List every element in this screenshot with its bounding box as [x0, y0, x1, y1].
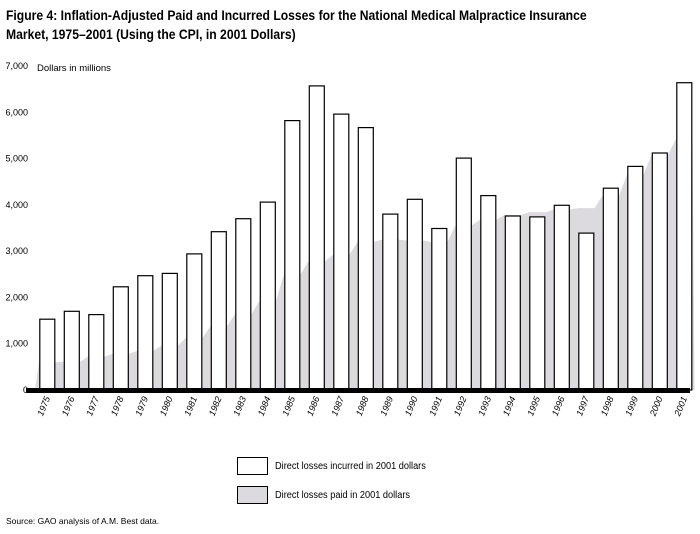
bar-incurred-1984: [259, 201, 276, 391]
x-tick-label-1996: 1996: [550, 395, 567, 417]
y-tick-label: 0: [23, 385, 28, 395]
y-tick-label: 7,000: [5, 61, 28, 71]
legend-item-incurred: Direct losses incurred in 2001 dollars: [237, 455, 439, 477]
x-tick-label-1999: 1999: [623, 395, 640, 417]
bar-incurred-1978: [112, 286, 129, 391]
bar-incurred-1990: [406, 198, 423, 391]
bar-incurred-1975: [39, 318, 56, 391]
x-tick-label-1995: 1995: [525, 394, 542, 417]
x-tick-label-1979: 1979: [133, 395, 150, 417]
x-tick-label-1983: 1983: [231, 395, 248, 417]
y-tick-label: 5,000: [5, 154, 28, 164]
x-tick-label-1997: 1997: [574, 394, 591, 417]
x-tick-label-1993: 1993: [476, 395, 493, 417]
x-tick-label-1986: 1986: [305, 395, 322, 417]
legend-label-paid: Direct losses paid in 2001 dollars: [275, 489, 411, 501]
y-tick-label: 1,000: [5, 339, 28, 349]
x-axis-baseline: [26, 388, 690, 393]
bar-incurred-2000: [651, 152, 668, 391]
bar-incurred-1988: [357, 126, 374, 391]
x-tick-label-1994: 1994: [501, 395, 518, 417]
x-tick-label-1989: 1989: [378, 395, 395, 417]
legend-label-incurred: Direct losses incurred in 2001 dollars: [275, 460, 426, 472]
x-tick-label-1981: 1981: [182, 395, 199, 417]
bar-incurred-1995: [529, 216, 546, 391]
y-axis-label: Dollars in millions: [37, 63, 111, 74]
source-note: Source: GAO analysis of A.M. Best data.: [6, 516, 160, 526]
bar-incurred-1986: [308, 85, 325, 391]
x-tick-label-1977: 1977: [84, 394, 101, 417]
x-tick-label-1988: 1988: [354, 395, 371, 417]
bar-incurred-1982: [210, 231, 227, 391]
x-tick-label-1987: 1987: [329, 394, 346, 417]
bar-incurred-1985: [284, 119, 301, 391]
legend-item-paid: Direct losses paid in 2001 dollars: [237, 484, 439, 506]
bar-incurred-1994: [504, 215, 521, 391]
bar-incurred-1993: [480, 195, 497, 391]
bar-incurred-1977: [88, 314, 105, 391]
legend-swatch-incurred: [237, 457, 268, 475]
x-tick-label-1998: 1998: [599, 395, 616, 417]
y-tick-label: 3,000: [5, 246, 28, 256]
bar-incurred-1980: [161, 272, 178, 391]
x-tick-label-1976: 1976: [60, 395, 77, 417]
bar-incurred-1976: [63, 310, 80, 391]
y-tick-label: 6,000: [5, 107, 28, 117]
bar-incurred-1983: [235, 218, 252, 391]
bar-incurred-1998: [602, 187, 619, 391]
bar-incurred-1991: [431, 227, 448, 391]
x-tick-label-1975: 1975: [35, 394, 52, 417]
x-tick-label-1991: 1991: [427, 395, 444, 417]
bar-incurred-1979: [137, 275, 154, 391]
x-tick-label-2001: 2001: [672, 395, 689, 418]
x-tick-label-1978: 1978: [109, 395, 126, 417]
bar-incurred-1996: [553, 204, 570, 391]
x-tick-label-1984: 1984: [256, 395, 273, 417]
bar-incurred-1981: [186, 253, 203, 391]
bar-incurred-1999: [627, 165, 644, 391]
legend: Direct losses incurred in 2001 dollars D…: [237, 455, 439, 513]
y-tick-label: 4,000: [5, 200, 28, 210]
bar-incurred-1997: [578, 232, 595, 391]
x-tick-label-2000: 2000: [648, 395, 665, 418]
bar-incurred-1987: [333, 113, 350, 391]
x-tick-label-1985: 1985: [280, 394, 297, 417]
legend-swatch-paid: [237, 486, 268, 504]
x-tick-label-1992: 1992: [452, 395, 469, 417]
x-tick-label-1990: 1990: [403, 395, 420, 417]
chart-title: Figure 4: Inflation-Adjusted Paid and In…: [6, 8, 587, 42]
y-tick-label: 2,000: [5, 292, 28, 302]
x-tick-label-1982: 1982: [207, 395, 224, 417]
chart: Dollars in millions 0 1,000 2,000 3,000 4,00…: [5, 61, 695, 418]
bar-incurred-1992: [455, 157, 472, 391]
bar-incurred-1989: [382, 213, 399, 391]
x-tick-label-1980: 1980: [158, 395, 175, 417]
bar-incurred-2001: [676, 82, 693, 391]
